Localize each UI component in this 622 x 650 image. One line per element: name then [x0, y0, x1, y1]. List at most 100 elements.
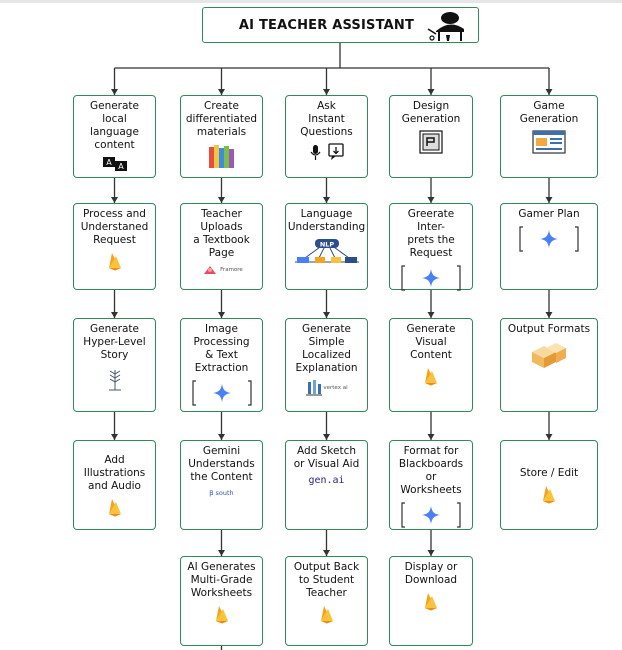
step-box-c4-s1: Gamer Plan — [500, 203, 598, 290]
design-doc-icon — [419, 130, 443, 154]
step-label: Ask Instant Questions — [300, 100, 353, 138]
step-label: Process and Understaned Request — [80, 208, 149, 246]
step-icon-slot — [419, 130, 443, 154]
firebase-icon — [215, 606, 228, 624]
vertex-logo-text: vertex ai — [323, 385, 348, 391]
gemini-icon — [519, 226, 579, 252]
step-arrowhead-c2-s2 — [323, 434, 330, 440]
translate-icon: A A — [102, 157, 127, 171]
step-box-c3-s2: Generate Visual Content — [389, 318, 473, 412]
step-label: Gamer Plan — [518, 208, 580, 220]
firebase-icon — [108, 253, 121, 271]
step-label: Output Back to Student Teacher — [293, 561, 360, 599]
gemini-icon — [401, 265, 461, 291]
step-icon-slot: vertex ai — [305, 379, 348, 397]
step-arrowhead-c3-s3 — [427, 550, 435, 556]
step-box-c3-s4: Display or Download — [389, 556, 473, 646]
step-icon-slot — [105, 366, 125, 392]
step-label: Game Generation — [519, 100, 579, 125]
step-icon-slot — [532, 130, 566, 154]
step-label: AI Generates Multi-Grade Worksheets — [187, 561, 256, 599]
step-arrowhead-c2-s0 — [323, 197, 330, 203]
step-icon-slot — [541, 484, 557, 504]
step-label: Design Generation — [401, 100, 461, 125]
step-icon-slot — [307, 143, 347, 161]
step-box-c1-s2: Image Processing & Text Extraction — [180, 318, 263, 412]
building-icon — [306, 380, 323, 396]
firebase-icon — [320, 606, 333, 624]
nlp-network-icon: NLP — [294, 239, 359, 263]
step-label: Output Formats — [507, 323, 591, 335]
step-label: Teacher Uploads a Textbook Page — [193, 208, 250, 259]
framer-logo-text: Framore — [220, 267, 243, 273]
teacher-logo-icon — [427, 12, 464, 41]
step-icon-slot — [319, 604, 335, 624]
step-label: Generate Simple Localized Explanation — [295, 323, 358, 374]
step-arrowhead-c4-s1 — [545, 312, 553, 318]
firebase-icon — [543, 485, 555, 503]
step-icon-slot: Framore — [200, 264, 243, 276]
wheat-icon — [108, 370, 121, 391]
drop-arrowhead-2 — [323, 89, 330, 95]
nlp-label: NLP — [319, 241, 334, 249]
step-icon-slot: NLP — [291, 238, 363, 266]
step-label: Greerate Inter- prets the Request — [407, 208, 455, 259]
game-screen-icon — [532, 130, 566, 154]
step-box-c4-s0: Game Generation — [500, 95, 598, 178]
step-label: Language Understanding — [287, 208, 366, 233]
mic-chat-icon — [310, 143, 344, 160]
books-icon — [208, 145, 234, 168]
step-box-c3-s1: Greerate Inter- prets the Request — [389, 203, 473, 291]
cubes-icon — [532, 343, 566, 368]
step-label: Create differentiated materials — [185, 100, 258, 138]
step-arrowhead-c0-s2 — [111, 434, 118, 440]
step-icon-slot — [519, 225, 579, 253]
step-label: Image Processing & Text Extraction — [193, 323, 250, 374]
drop-arrowhead-4 — [545, 89, 553, 95]
step-label: Store / Edit — [519, 466, 579, 479]
gemini-icon — [191, 380, 252, 406]
step-box-c2-s0: Ask Instant Questions — [285, 95, 368, 178]
step-box-c1-s4: AI Generates Multi-Grade Worksheets — [180, 556, 263, 646]
genai-logo-text: gen.ai — [308, 475, 345, 486]
step-arrowhead-c1-s0 — [218, 197, 225, 203]
step-arrowhead-c4-s2 — [545, 434, 553, 440]
step-box-c4-s3: Store / Edit — [500, 440, 598, 530]
step-label: Add Illustrations and Audio — [83, 453, 146, 492]
window-top-edge — [0, 0, 622, 3]
step-icon-slot — [207, 143, 237, 169]
step-icon-slot — [423, 591, 439, 611]
step-box-c2-s3: Add Sketch or Visual Aid gen.ai — [285, 440, 368, 530]
step-arrowhead-c2-s3 — [323, 550, 330, 556]
step-box-c1-s1: Teacher Uploads a Textbook Page Framore — [180, 203, 263, 290]
svg-text:A: A — [106, 158, 112, 167]
step-box-c0-s1: Process and Understaned Request — [73, 203, 156, 290]
step-icon-slot: Ꞵ south — [209, 488, 233, 497]
step-arrowhead-c0-s0 — [111, 197, 118, 203]
step-icon-slot: A A — [102, 156, 128, 172]
step-box-c2-s1: Language Understanding NLP — [285, 203, 368, 290]
step-icon-slot — [107, 251, 123, 271]
title-box: AI TEACHER ASSISTANT — [202, 7, 479, 43]
framer-logo-icon — [204, 266, 217, 274]
step-icon-slot: gen.ai — [308, 475, 344, 486]
step-icon-slot — [191, 379, 252, 407]
drop-arrowhead-1 — [218, 89, 225, 95]
step-label: Format for Blackboards or Worksheets — [398, 445, 464, 496]
step-arrowhead-c2-s1 — [323, 312, 330, 318]
step-arrowhead-c3-s1 — [427, 312, 435, 318]
gsouth-logo-text: Ꞵ south — [209, 489, 234, 497]
firebase-icon — [425, 593, 437, 611]
step-box-c3-s0: Design Generation — [389, 95, 473, 178]
drop-arrowhead-0 — [111, 89, 118, 95]
step-arrowhead-c3-s0 — [427, 197, 435, 203]
step-box-c0-s0: Generate local language content A A — [73, 95, 156, 178]
page-title: AI TEACHER ASSISTANT — [238, 17, 415, 33]
gemini-icon — [401, 502, 461, 528]
step-box-c2-s2: Generate Simple Localized Explanation ve… — [285, 318, 368, 412]
step-arrowhead-c1-s3 — [218, 550, 225, 556]
step-icon-slot — [401, 501, 461, 529]
svg-text:A: A — [118, 162, 124, 171]
step-label: Gemini Understands the Content — [188, 445, 255, 483]
